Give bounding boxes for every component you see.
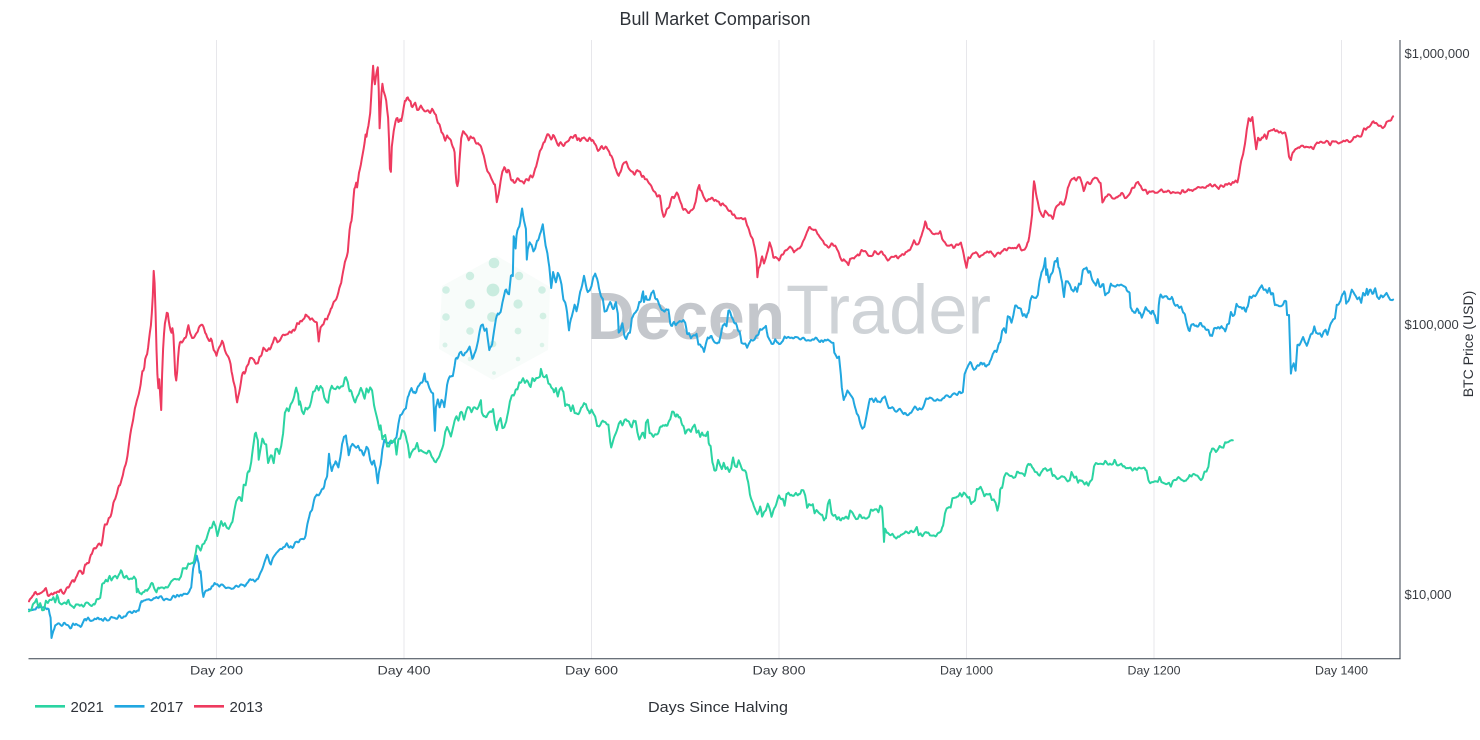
svg-text:Day 1400: Day 1400 [1315, 664, 1368, 678]
svg-text:$100,000: $100,000 [1405, 317, 1459, 332]
svg-text:Day 400: Day 400 [378, 664, 431, 678]
svg-text:Day 600: Day 600 [565, 664, 618, 678]
svg-text:Trader: Trader [786, 271, 991, 349]
svg-text:Bull Market Comparison: Bull Market Comparison [620, 9, 811, 29]
svg-text:$10,000: $10,000 [1405, 587, 1452, 602]
svg-text:$1,000,000: $1,000,000 [1405, 46, 1470, 61]
svg-text:2021: 2021 [71, 699, 104, 716]
svg-text:2013: 2013 [230, 699, 263, 716]
svg-text:Day 1000: Day 1000 [940, 664, 993, 678]
svg-text:2017: 2017 [150, 699, 183, 716]
svg-text:Decen: Decen [587, 279, 785, 354]
svg-text:Day 1200: Day 1200 [1128, 664, 1181, 678]
svg-text:Day 800: Day 800 [753, 664, 806, 678]
svg-text:Day 200: Day 200 [190, 664, 243, 678]
svg-text:Days Since Halving: Days Since Halving [648, 699, 788, 716]
svg-text:BTC Price (USD): BTC Price (USD) [1460, 291, 1476, 398]
